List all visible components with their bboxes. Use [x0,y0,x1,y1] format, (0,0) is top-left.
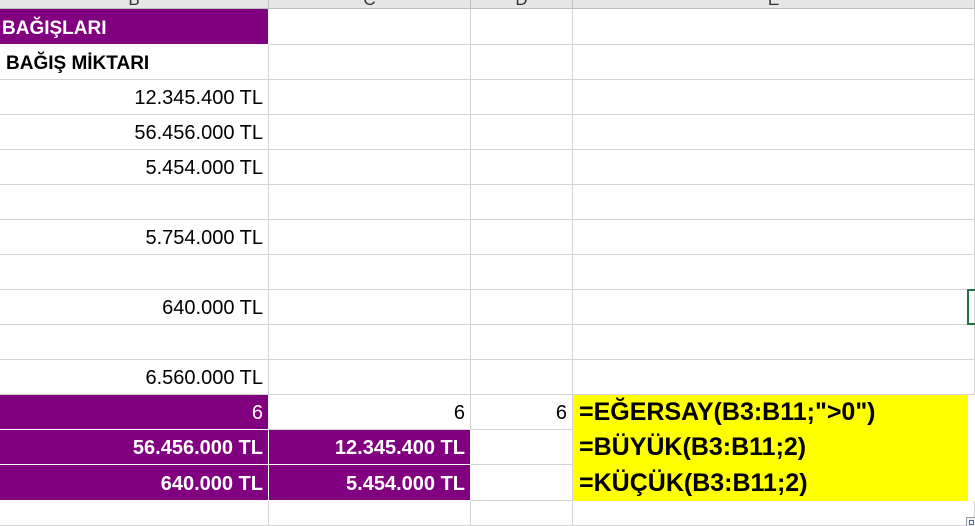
grid-cell[interactable] [471,360,573,395]
grid-cell[interactable] [471,290,573,325]
grid-cell[interactable] [269,185,471,220]
donation-value-cell[interactable] [0,255,269,290]
grid-cell[interactable] [471,430,573,465]
grid-cell[interactable] [471,325,573,360]
grid-cell[interactable] [573,45,975,80]
grid-cell[interactable] [573,150,975,185]
grid-cell[interactable] [573,80,975,115]
column-header-c[interactable]: C [269,0,471,9]
large-result-c[interactable]: 12.345.400 TL [269,430,471,465]
grid-cell[interactable] [269,290,471,325]
donation-value-cell[interactable]: 5.754.000 TL [0,220,269,255]
grid-cell[interactable] [573,360,975,395]
grid-cell[interactable] [573,9,975,45]
grid-cell[interactable] [269,115,471,150]
paste-options-icon[interactable] [966,517,975,526]
donation-value-cell[interactable] [0,185,269,220]
grid-cell[interactable] [471,220,573,255]
grid-cell[interactable] [269,9,471,45]
grid-cell[interactable] [471,255,573,290]
donation-value-cell[interactable]: 640.000 TL [0,290,269,325]
column-header-e[interactable]: E [573,0,975,9]
grid-cell[interactable] [269,80,471,115]
grid-cell[interactable] [471,80,573,115]
count-result-d[interactable]: 6 [471,395,573,430]
column-header-b[interactable]: B [0,0,269,9]
donation-value-cell[interactable]: 56.456.000 TL [0,115,269,150]
grid-cell[interactable] [471,115,573,150]
grid-cell[interactable] [471,150,573,185]
grid-cell[interactable] [269,45,471,80]
grid-cell[interactable] [269,220,471,255]
donation-value-cell[interactable]: 6.560.000 TL [0,360,269,395]
active-cell-border [967,289,975,325]
count-result-b[interactable]: 6 [0,395,269,430]
grid-cell[interactable] [269,255,471,290]
grid-cell[interactable] [269,360,471,395]
grid-cell[interactable] [573,290,975,325]
grid-cell[interactable] [471,45,573,80]
column-header-d[interactable]: D [471,0,573,9]
grid-cell[interactable] [269,501,471,526]
grid-cell[interactable] [471,9,573,45]
grid-cell[interactable] [573,115,975,150]
grid-cell[interactable] [269,150,471,185]
grid-cell[interactable] [269,325,471,360]
small-result-b[interactable]: 640.000 TL [0,465,269,501]
donation-value-cell[interactable] [0,325,269,360]
table-title-cell[interactable]: BAĞIŞLARI [0,9,269,45]
grid-cell[interactable] [471,501,573,526]
grid-cell[interactable] [0,501,269,526]
grid-cell[interactable] [471,185,573,220]
large-result-b[interactable]: 56.456.000 TL [0,430,269,465]
donation-value-cell[interactable]: 12.345.400 TL [0,80,269,115]
donation-value-cell[interactable]: 5.454.000 TL [0,150,269,185]
grid-cell[interactable] [573,325,975,360]
grid-cell[interactable] [573,220,975,255]
grid-cell[interactable] [573,255,975,290]
small-formula-text[interactable]: =KÜÇÜK(B3:B11;2) [573,465,968,501]
donation-amount-header[interactable]: BAĞIŞ MİKTARI [0,45,269,80]
small-result-c[interactable]: 5.454.000 TL [269,465,471,501]
grid-cell[interactable] [573,185,975,220]
countif-formula-text[interactable]: =EĞERSAY(B3:B11;">0") [573,395,968,430]
grid-cell[interactable] [471,465,573,501]
count-result-c[interactable]: 6 [269,395,471,430]
grid-cell[interactable] [573,501,975,526]
large-formula-text[interactable]: =BÜYÜK(B3:B11;2) [573,430,968,465]
